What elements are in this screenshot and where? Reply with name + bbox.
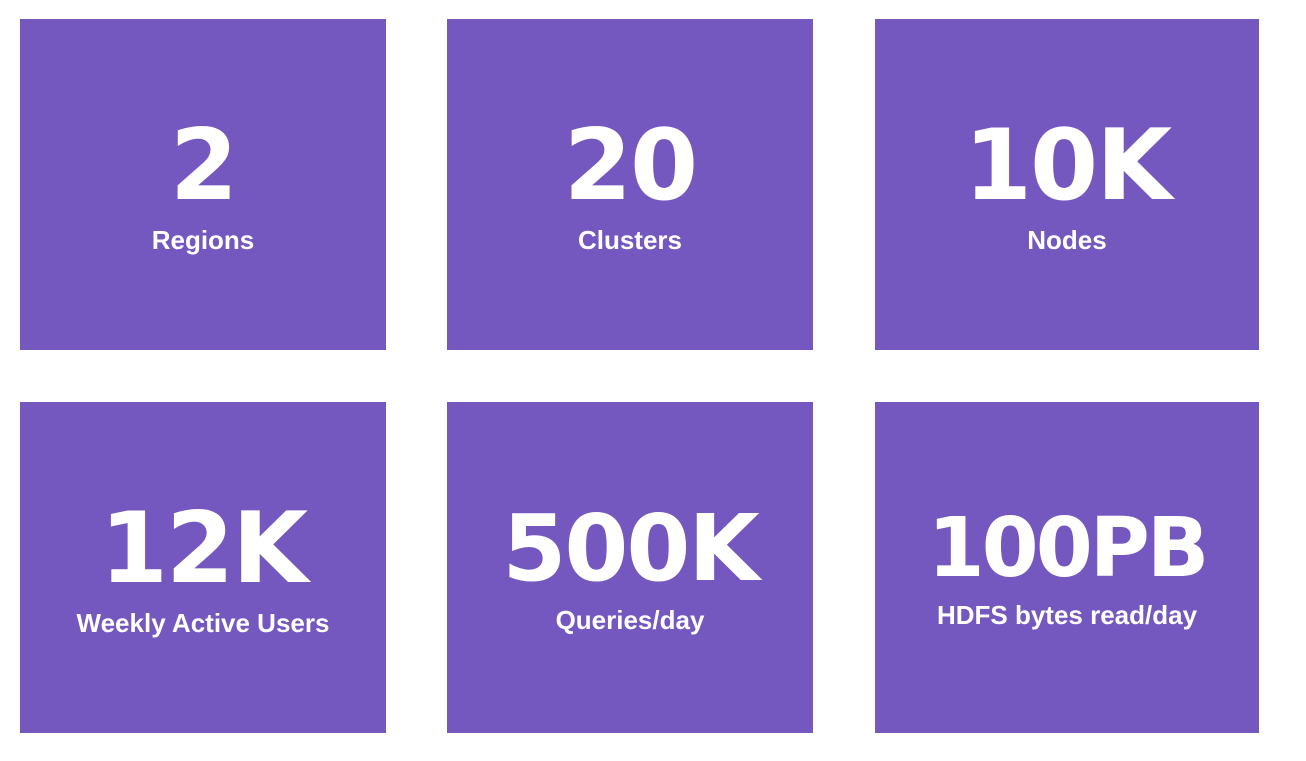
- stat-value: 2: [169, 108, 238, 223]
- stat-value: 100PB: [927, 500, 1210, 596]
- stat-value: 10K: [963, 108, 1172, 223]
- stat-tile-weekly-active-users: 12K Weekly Active Users: [20, 402, 386, 733]
- stat-value: 20: [563, 108, 698, 223]
- stat-label: Weekly Active Users: [76, 607, 330, 638]
- stat-value: 500K: [502, 494, 759, 602]
- stat-label: Regions: [151, 224, 255, 255]
- stat-tile-nodes: 10K Nodes: [875, 19, 1259, 350]
- stat-tile-clusters: 20 Clusters: [447, 19, 813, 350]
- stat-tile-regions: 2 Regions: [20, 19, 386, 350]
- stat-tile-hdfs-bytes-read-per-day: 100PB HDFS bytes read/day: [875, 402, 1259, 733]
- stat-label: Nodes: [1027, 224, 1107, 255]
- stat-tile-queries-per-day: 500K Queries/day: [447, 402, 813, 733]
- stat-value: 12K: [99, 491, 308, 606]
- stat-label: Queries/day: [555, 604, 705, 635]
- stat-label: HDFS bytes read/day: [936, 599, 1198, 630]
- stat-label: Clusters: [577, 224, 683, 255]
